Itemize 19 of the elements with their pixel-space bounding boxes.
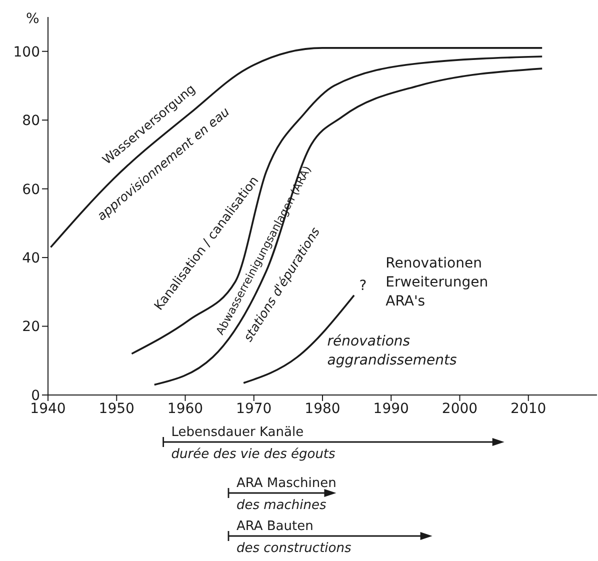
y-tick-label: 20 — [22, 319, 40, 336]
y-tick-label: 60 — [22, 182, 40, 198]
x-tick-label: 2010 — [510, 400, 546, 417]
x-tick-label: 2000 — [442, 400, 478, 417]
y-tick-label: 100 — [13, 44, 40, 60]
y-axis-title: % — [26, 11, 40, 27]
x-tick-label: 1990 — [373, 400, 409, 417]
text: ARA Bauten des constructions — [236, 519, 352, 556]
annotation: Renovationen Erweiterungen ARA's — [386, 255, 488, 310]
annotation: ? — [359, 278, 367, 294]
x-tick-label: 1960 — [167, 400, 204, 417]
y-tick-label: 40 — [22, 250, 40, 267]
text: ARA Maschinen des machines — [236, 476, 336, 513]
x-tick-label: 1950 — [98, 400, 134, 417]
x-tick-label: 1980 — [304, 400, 340, 417]
annotation: rénovations aggrandissements — [327, 333, 457, 368]
text: Lebensdauer Kanäle durée des vie des égouts — [171, 425, 336, 462]
x-tick-label: 1970 — [236, 400, 272, 417]
y-tick-label: 80 — [22, 113, 40, 130]
